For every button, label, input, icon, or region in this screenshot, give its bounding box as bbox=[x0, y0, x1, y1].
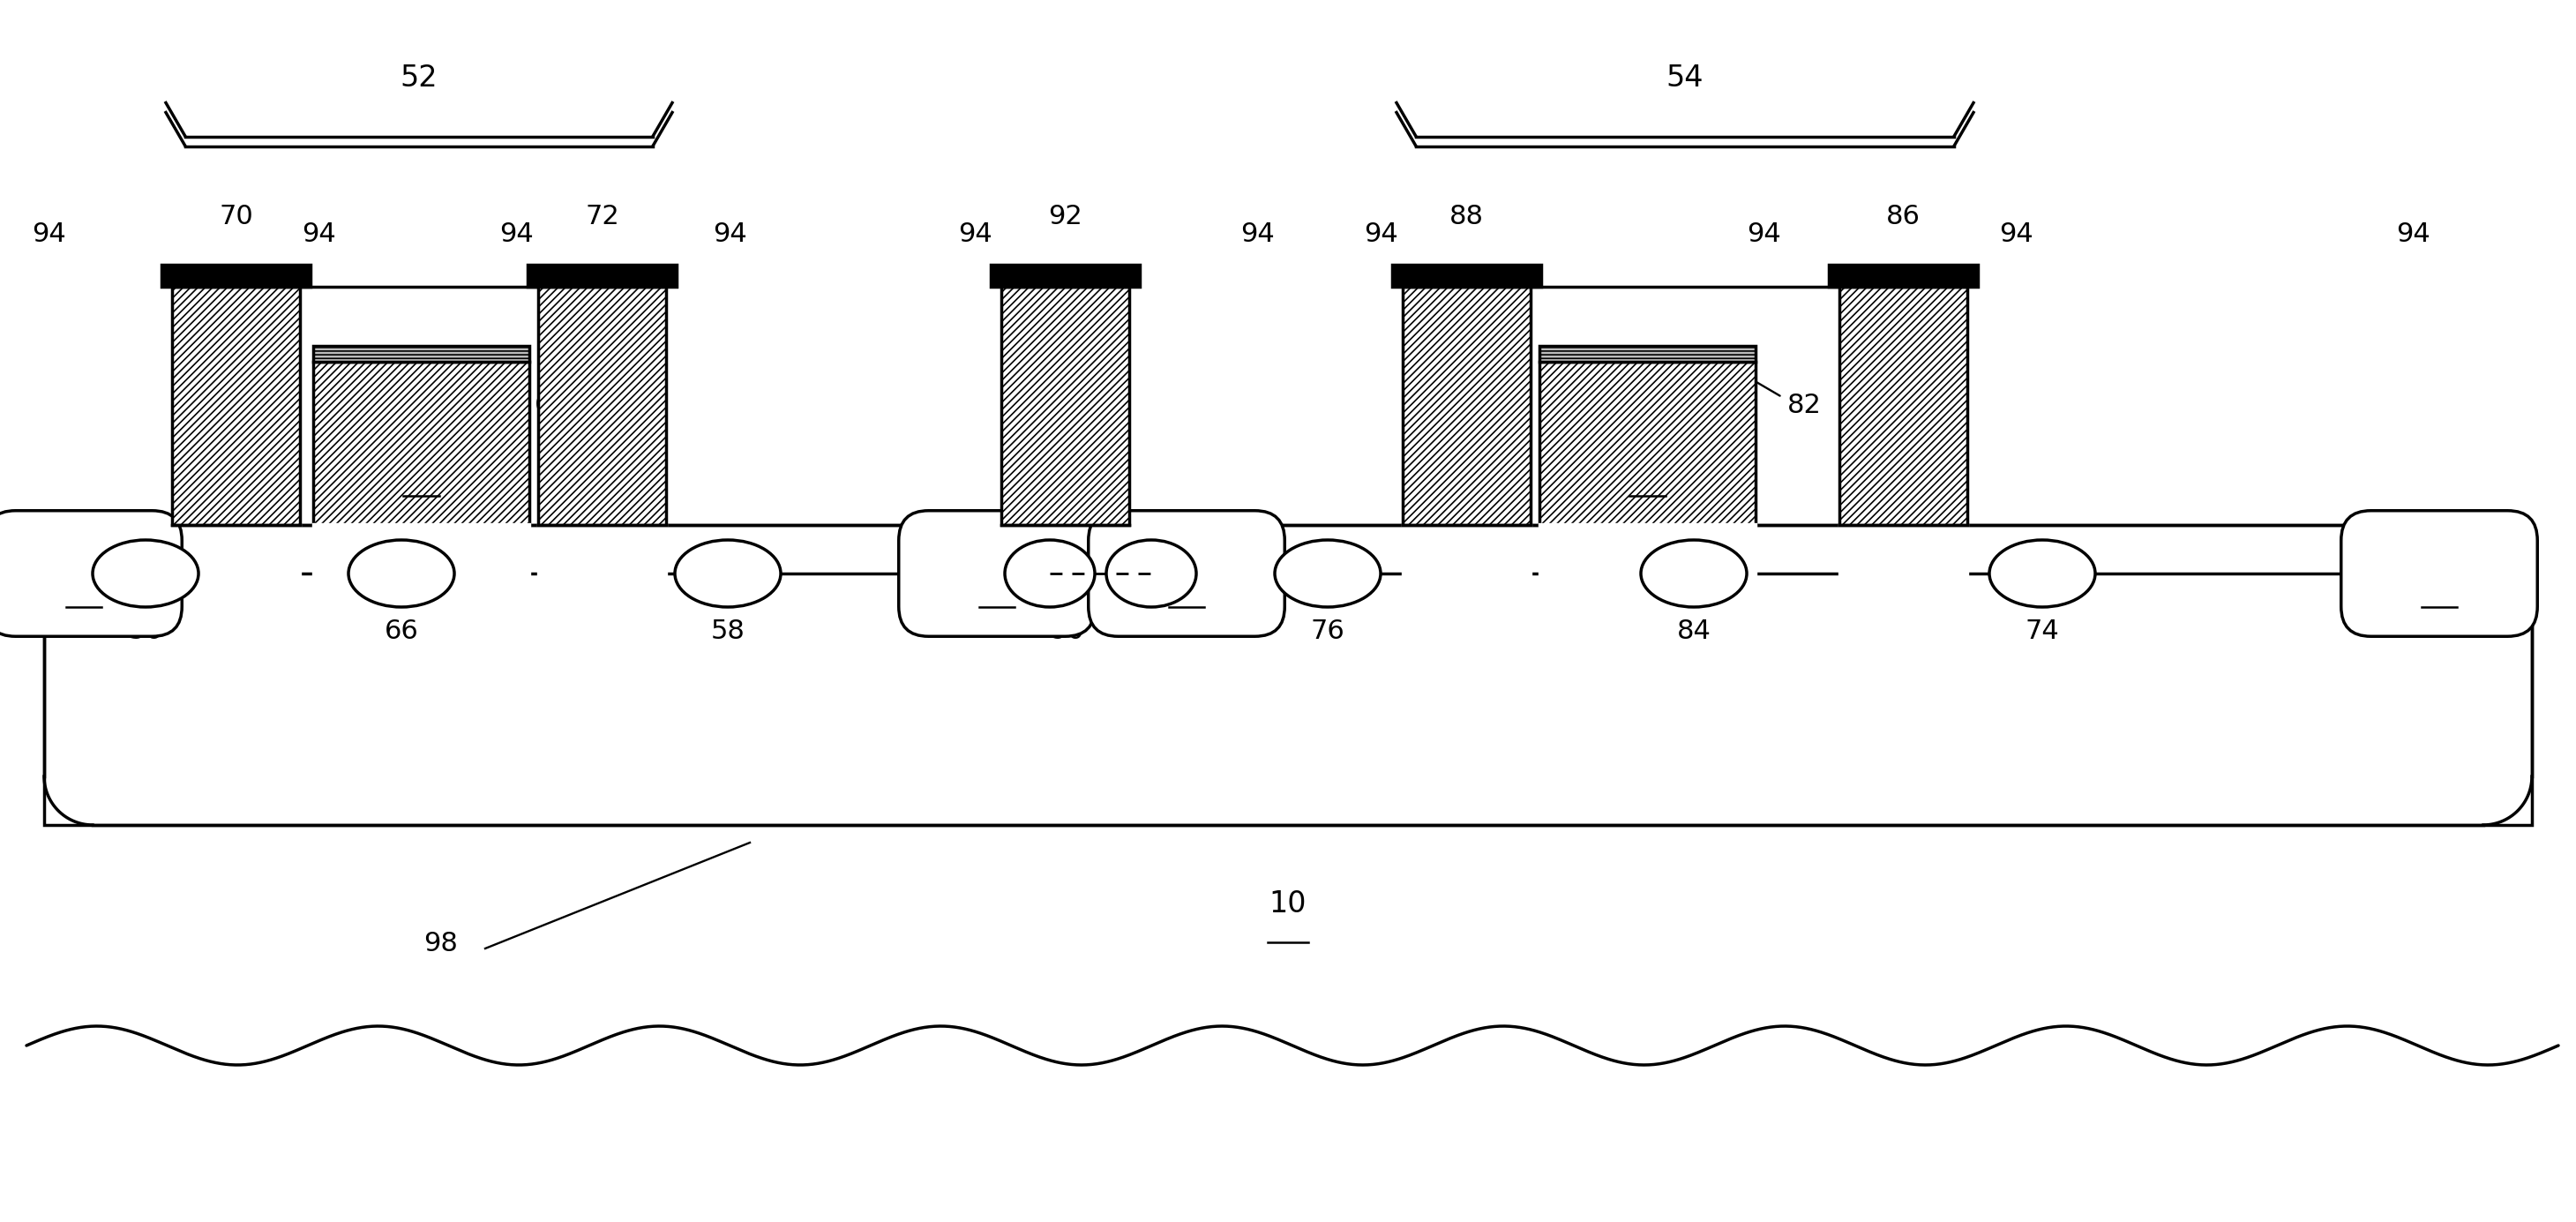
Text: 58: 58 bbox=[711, 618, 744, 644]
Text: 94: 94 bbox=[500, 221, 533, 247]
Text: 86: 86 bbox=[1886, 203, 1922, 229]
FancyBboxPatch shape bbox=[0, 511, 183, 637]
FancyBboxPatch shape bbox=[2342, 511, 2537, 637]
Text: 94: 94 bbox=[1239, 221, 1275, 247]
Ellipse shape bbox=[1641, 540, 1747, 607]
Text: 92: 92 bbox=[1048, 203, 1082, 229]
Bar bbox=[1404, 287, 1530, 525]
Bar bbox=[1391, 265, 1540, 287]
Text: 96: 96 bbox=[67, 561, 100, 585]
Bar bbox=[173, 287, 299, 525]
Ellipse shape bbox=[675, 540, 781, 607]
Bar bbox=[528, 265, 677, 287]
Bar bbox=[1002, 287, 1128, 525]
Text: 80: 80 bbox=[1631, 448, 1664, 474]
Text: 74: 74 bbox=[2025, 618, 2058, 644]
Text: 78: 78 bbox=[1726, 349, 1759, 374]
Bar bbox=[44, 525, 2532, 825]
Text: 82: 82 bbox=[1788, 393, 1821, 419]
FancyBboxPatch shape bbox=[899, 511, 1095, 637]
Bar bbox=[1829, 265, 1978, 287]
Ellipse shape bbox=[1275, 540, 1381, 607]
Ellipse shape bbox=[1005, 540, 1095, 607]
Text: 96: 96 bbox=[2424, 561, 2455, 585]
Text: 98: 98 bbox=[425, 931, 459, 957]
Text: 84: 84 bbox=[1677, 618, 1710, 644]
Text: 10: 10 bbox=[1270, 890, 1306, 919]
Text: 88: 88 bbox=[1450, 203, 1484, 229]
Text: 60: 60 bbox=[469, 349, 502, 374]
Text: 56: 56 bbox=[129, 618, 162, 644]
Text: 76: 76 bbox=[1311, 618, 1345, 644]
Bar bbox=[162, 265, 312, 287]
Text: 94: 94 bbox=[31, 221, 64, 247]
Bar bbox=[314, 346, 528, 362]
Bar bbox=[1839, 287, 1968, 525]
Text: 96: 96 bbox=[1170, 561, 1203, 585]
Text: 66: 66 bbox=[384, 618, 417, 644]
FancyBboxPatch shape bbox=[1090, 511, 1285, 637]
Ellipse shape bbox=[1989, 540, 2094, 607]
Text: 94: 94 bbox=[1999, 221, 2032, 247]
Bar bbox=[538, 287, 667, 525]
Bar bbox=[992, 265, 1139, 287]
Text: 94: 94 bbox=[301, 221, 337, 247]
Bar bbox=[314, 362, 528, 525]
Ellipse shape bbox=[348, 540, 453, 607]
Text: 52: 52 bbox=[399, 64, 438, 93]
Text: 54: 54 bbox=[1667, 64, 1703, 93]
Text: 94: 94 bbox=[958, 221, 992, 247]
Text: 94: 94 bbox=[714, 221, 747, 247]
Text: 90: 90 bbox=[1051, 618, 1084, 644]
Ellipse shape bbox=[93, 540, 198, 607]
Bar bbox=[1540, 362, 1757, 525]
Text: 94: 94 bbox=[1363, 221, 1399, 247]
Text: 72: 72 bbox=[585, 203, 618, 229]
Text: 96: 96 bbox=[981, 561, 1012, 585]
Text: 94: 94 bbox=[1747, 221, 1783, 247]
Text: 62: 62 bbox=[404, 448, 438, 474]
Text: 94: 94 bbox=[2396, 221, 2429, 247]
Bar bbox=[1540, 346, 1757, 362]
Ellipse shape bbox=[1105, 540, 1195, 607]
Text: 70: 70 bbox=[219, 203, 252, 229]
Text: 64: 64 bbox=[533, 393, 569, 419]
